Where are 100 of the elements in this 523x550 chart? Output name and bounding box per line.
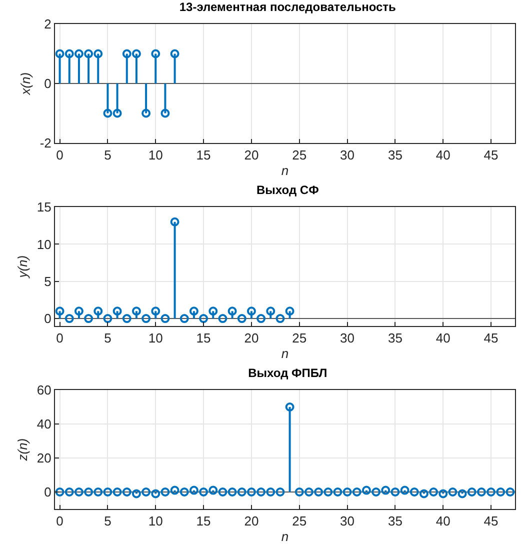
point xyxy=(256,488,266,496)
x-tick-label: 15 xyxy=(196,148,211,163)
x-tick-label: 25 xyxy=(292,148,307,163)
point xyxy=(506,488,515,496)
point xyxy=(94,488,103,496)
point xyxy=(419,489,428,498)
x-tick-label: 35 xyxy=(388,330,402,346)
x-tick-label: 15 xyxy=(196,330,211,346)
y-tick-label: 0 xyxy=(44,311,52,326)
point xyxy=(160,488,170,496)
point xyxy=(170,486,180,495)
y-tick-label: 15 xyxy=(36,200,52,215)
point xyxy=(266,488,276,496)
x-tick-label: 0 xyxy=(56,330,64,346)
x-tick-label: 20 xyxy=(244,148,259,163)
y-axis-title: z(n) xyxy=(14,438,30,462)
x-tick-label: 20 xyxy=(244,514,259,529)
point xyxy=(170,217,180,226)
point xyxy=(151,306,160,316)
point xyxy=(142,488,151,496)
point xyxy=(55,306,64,316)
point xyxy=(160,314,170,324)
x-tick-label: 10 xyxy=(148,148,163,163)
x-tick-label: 40 xyxy=(436,148,450,163)
point xyxy=(352,488,362,496)
point xyxy=(199,488,208,496)
point xyxy=(496,488,506,496)
point xyxy=(103,488,112,496)
point xyxy=(390,488,400,496)
y-tick-label: 0 xyxy=(44,484,52,500)
point xyxy=(228,306,237,316)
x-tick-label: 35 xyxy=(388,148,402,163)
x-tick-label: 15 xyxy=(196,514,211,529)
y-axis-title: y(n) xyxy=(14,255,30,279)
point xyxy=(64,314,74,324)
point xyxy=(180,488,189,496)
x-tick-label: 35 xyxy=(388,514,402,529)
point xyxy=(122,314,132,324)
y-tick-label: 5 xyxy=(44,274,52,289)
point xyxy=(362,486,371,495)
point xyxy=(324,488,333,496)
x-tick-label: 10 xyxy=(148,514,163,529)
y-tick-label: 20 xyxy=(36,450,52,466)
point xyxy=(237,488,246,496)
point xyxy=(381,486,390,495)
x-tick-label: 30 xyxy=(340,330,355,346)
point xyxy=(228,488,237,496)
x-tick-label: 45 xyxy=(484,514,498,529)
x-tick-label: 5 xyxy=(104,330,112,346)
point xyxy=(112,488,122,496)
point xyxy=(151,489,160,498)
point xyxy=(372,488,381,496)
point xyxy=(246,306,256,316)
point xyxy=(342,488,352,496)
point xyxy=(180,314,189,324)
point xyxy=(64,488,74,496)
x-tick-label: 40 xyxy=(436,330,450,346)
point xyxy=(294,488,304,496)
y-tick-label: 10 xyxy=(36,236,52,252)
point xyxy=(333,488,342,496)
y-tick-label: 0 xyxy=(44,76,52,92)
x-axis-title: n xyxy=(281,346,289,362)
point xyxy=(448,488,458,496)
y-tick-label: 60 xyxy=(36,382,52,398)
point xyxy=(142,314,151,324)
point xyxy=(55,488,64,496)
point xyxy=(486,488,496,496)
x-tick-label: 20 xyxy=(244,330,259,346)
x-tick-label: 25 xyxy=(292,330,307,346)
point xyxy=(276,488,285,496)
x-axis-title: n xyxy=(281,529,289,544)
point xyxy=(94,306,103,316)
point xyxy=(112,306,122,316)
point xyxy=(74,306,84,316)
point xyxy=(410,488,419,496)
point xyxy=(304,488,314,496)
x-tick-label: 40 xyxy=(436,514,450,529)
point xyxy=(132,306,141,316)
x-tick-label: 5 xyxy=(104,514,112,529)
chart-title: 13-элементная последовательность xyxy=(179,0,396,14)
y-axis-title: x(n) xyxy=(18,72,33,96)
x-tick-label: 30 xyxy=(340,148,355,163)
point xyxy=(438,489,448,498)
point xyxy=(189,306,198,316)
point xyxy=(208,306,218,316)
x-tick-label: 45 xyxy=(484,148,498,163)
x-tick-label: 0 xyxy=(56,148,64,163)
y-tick-label: -2 xyxy=(40,136,52,151)
point xyxy=(266,306,276,316)
point xyxy=(189,486,198,495)
x-tick-label: 45 xyxy=(484,330,498,346)
y-tick-label: 40 xyxy=(36,416,52,432)
point xyxy=(256,314,266,324)
point xyxy=(458,489,467,498)
chart-title: Выход ФПБЛ xyxy=(248,366,328,380)
point xyxy=(467,488,476,496)
point xyxy=(285,306,294,316)
point xyxy=(400,486,410,495)
point xyxy=(84,488,94,496)
point xyxy=(218,488,228,496)
